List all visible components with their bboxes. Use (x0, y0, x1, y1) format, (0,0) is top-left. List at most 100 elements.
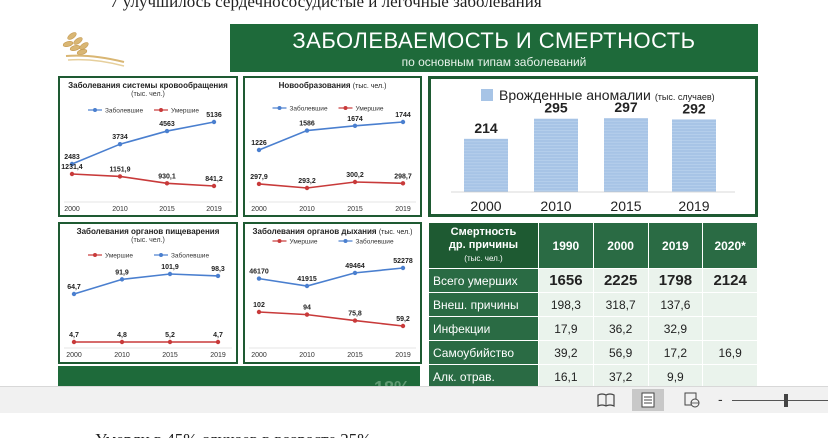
read-mode-icon[interactable] (590, 389, 622, 411)
data-label: 101,9 (161, 264, 179, 271)
data-point (352, 123, 358, 128)
table-cell: 17,2 (647, 340, 704, 365)
series-line (258, 267, 404, 287)
data-label: 98,3 (211, 266, 225, 273)
chart-title: Заболевания системы кровообращения (68, 81, 228, 90)
legend-marker (159, 108, 163, 112)
legend-marker (343, 239, 348, 243)
data-label: 1231,4 (61, 164, 83, 171)
table-cell: 137,6 (647, 292, 704, 317)
table-cell: 2124 (702, 268, 758, 293)
status-bar: - (0, 386, 828, 413)
x-tick-label: 2010 (299, 206, 315, 213)
document-top-text: 7 улучшилось сердечнососудистые и легочн… (110, 0, 542, 11)
data-point (304, 128, 310, 133)
series-line (258, 121, 404, 151)
legend-marker (277, 239, 282, 243)
chart-title: Заболевания органов дыхания (тыс. чел.) (252, 227, 413, 236)
table-cell (702, 316, 758, 341)
x-tick-label: 2019 (206, 206, 222, 213)
data-label: 4563 (159, 121, 175, 128)
x-tick-label: 2019 (395, 206, 411, 213)
table-row: Внеш. причины 198,3 318,7 137,6 (428, 292, 758, 317)
table-header-year: 2020* (702, 222, 758, 269)
chart-neoplasms: Новообразования (тыс. чел.) Заболевшие Ум… (243, 76, 422, 217)
chart-svg: Заболевшие Умершие 1226 1586 1674 1744 297,9 29… (249, 105, 416, 213)
infographic-subtitle: по основным типам заболеваний (401, 55, 587, 69)
chart-circulatory-diseases: Заболевания системы кровообращения (тыс.… (58, 76, 238, 217)
data-point (400, 265, 406, 271)
table-cell: 1656 (538, 268, 594, 293)
chart-title: Новообразования (тыс. чел.) (278, 81, 387, 90)
x-tick-label: 2000 (66, 352, 82, 359)
data-label: 2483 (64, 154, 80, 161)
zoom-slider-track[interactable] (732, 400, 828, 401)
table-cell: 17,9 (538, 316, 594, 341)
series-line (258, 181, 404, 189)
data-point (352, 270, 358, 276)
legend-label: Заболевшие (105, 107, 143, 115)
series-line (73, 273, 219, 295)
print-layout-icon[interactable] (632, 389, 664, 411)
chart-svg: 214 2000 295 2010 297 2015 292 2019 (451, 99, 735, 214)
data-label: 5136 (206, 112, 222, 119)
data-point (400, 119, 406, 125)
legend-label: Умершие (356, 106, 384, 113)
legend-marker (93, 253, 97, 257)
data-point (164, 128, 170, 134)
table-row: Инфекции 17,9 36,2 32,9 (428, 316, 758, 341)
x-tick-label: 2010 (299, 352, 315, 359)
data-label: 59,2 (396, 316, 410, 323)
x-tick-label: 2015 (347, 206, 363, 213)
data-label: 841,2 (205, 176, 223, 183)
table-cell: 37,2 (592, 364, 649, 389)
legend-label: Заболевшие (290, 105, 328, 113)
table-header-year: 1990 (538, 222, 594, 269)
legend-label: Заболевшие (171, 252, 209, 260)
table-cell: 1798 (647, 268, 704, 293)
x-tick-label: 2010 (112, 206, 128, 213)
x-tick-label: 2015 (347, 352, 363, 359)
web-layout-icon[interactable] (676, 389, 708, 411)
data-label: 298,7 (394, 173, 412, 180)
table-cell: 2225 (592, 268, 649, 293)
chart-unit: (тыс. чел.) (131, 91, 165, 98)
x-tick-label: 2015 (159, 206, 175, 213)
zoom-out-button[interactable]: - (718, 391, 723, 407)
legend-swatch (481, 89, 493, 101)
data-label: 1744 (395, 112, 411, 119)
data-point (69, 161, 75, 167)
x-tick-label: 2019 (395, 352, 411, 359)
zoom-slider-thumb[interactable] (784, 394, 788, 407)
wheat-logo-icon (62, 32, 125, 67)
data-label: 4,8 (117, 332, 127, 339)
data-point (71, 291, 77, 297)
data-point (215, 339, 221, 345)
data-point (215, 273, 221, 279)
row-label: Внеш. причины (428, 292, 539, 317)
data-label: 4,7 (69, 332, 79, 339)
legend-label: Умершие (105, 253, 133, 260)
table-row: Алк. отрав. 16,1 37,2 9,9 (428, 364, 758, 389)
data-point (256, 276, 262, 281)
mortality-table: Смертность др. причины (тыс. чел.) 1990 … (428, 222, 758, 389)
x-tick-label: 2000 (470, 198, 501, 214)
bar-value-label: 292 (682, 100, 706, 116)
table-row: Самоубийство 39,2 56,9 17,2 16,9 (428, 340, 758, 365)
chart-digestive-diseases: Заболевания органов пищеварения (тыс. че… (58, 222, 238, 364)
data-point (256, 309, 262, 315)
table-cell: 16,9 (702, 340, 758, 365)
bar (534, 118, 578, 192)
data-point (119, 339, 125, 345)
data-point (256, 147, 262, 153)
chart-congenital-anomalies: Врожденные аномалии (тыс. случаев) 214 200… (428, 76, 758, 217)
data-point (119, 277, 125, 282)
data-label: 5,2 (165, 332, 175, 339)
table-header-year: 2019 (647, 222, 704, 269)
table-cell (702, 364, 758, 389)
data-label: 4,7 (213, 332, 223, 339)
data-point (211, 183, 217, 189)
chart-svg: Умершие Заболевшие 102 94 75,8 59,2 46170 41915… (249, 238, 416, 359)
bar-value-label: 295 (544, 100, 568, 116)
table-cell: 32,9 (647, 316, 704, 341)
